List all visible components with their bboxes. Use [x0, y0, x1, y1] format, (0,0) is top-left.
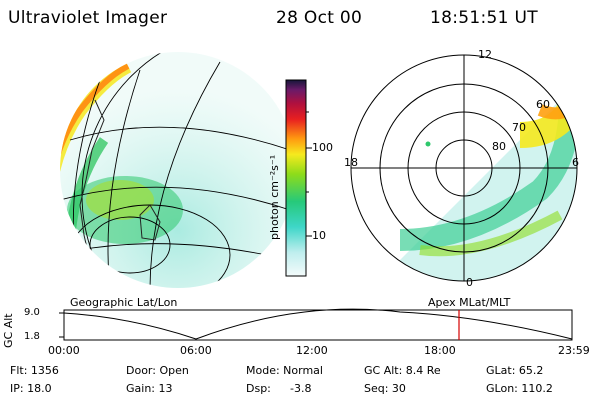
polar-mlt-plot [350, 54, 578, 282]
time-label: 18:51:51 UT [430, 8, 538, 28]
altitude-plot [59, 308, 573, 341]
altitude-xtick-1200: 12:00 [296, 344, 328, 357]
altitude-xtick-0600: 06:00 [180, 344, 212, 357]
altitude-ytick-low: 1.8 [24, 331, 40, 342]
lat-label-80: 80 [492, 140, 506, 153]
status-gc-alt: GC Alt: 8.4 Re [364, 364, 441, 377]
colorbar-tick-10: 10 [312, 229, 326, 242]
right-panel-label: Apex MLat/MLT [428, 296, 511, 309]
altitude-xtick-0000: 00:00 [48, 344, 80, 357]
altitude-xtick-1800: 18:00 [424, 344, 456, 357]
altitude-curve [63, 308, 573, 340]
mlt-label-0: 0 [466, 276, 473, 289]
status-door: Door: Open [126, 364, 189, 377]
status-glat: GLat: 65.2 [486, 364, 544, 377]
status-dsp-value: -3.8 [290, 382, 312, 395]
date-label: 28 Oct 00 [276, 8, 363, 28]
lat-label-60: 60 [536, 98, 550, 111]
altitude-xtick-2359: 23:59 [558, 344, 590, 357]
mlt-label-18: 18 [344, 156, 358, 169]
geographic-image [60, 52, 296, 288]
lat-label-70: 70 [512, 121, 526, 134]
status-seq: Seq: 30 [364, 382, 406, 395]
status-gain: Gain: 13 [126, 382, 173, 395]
status-ip: IP: 18.0 [10, 382, 52, 395]
instrument-title: Ultraviolet Imager [8, 8, 168, 28]
colorbar-unit-label: photon cm⁻²s⁻¹ [268, 154, 281, 240]
polar-data-dot [425, 141, 431, 147]
mlt-label-6: 6 [572, 156, 579, 169]
color-bar [285, 79, 312, 277]
status-dsp-label: Dsp: [246, 382, 271, 395]
status-flt: Flt: 1356 [10, 364, 59, 377]
colorbar-tick-100: 100 [312, 141, 333, 154]
status-glon: GLon: 110.2 [486, 382, 553, 395]
status-mode: Mode: Normal [246, 364, 323, 377]
altitude-ytick-high: 9.0 [24, 307, 40, 318]
mlt-label-12: 12 [478, 48, 492, 61]
left-panel-label: Geographic Lat/Lon [70, 296, 178, 309]
altitude-ylabel: GC Alt [2, 313, 15, 348]
